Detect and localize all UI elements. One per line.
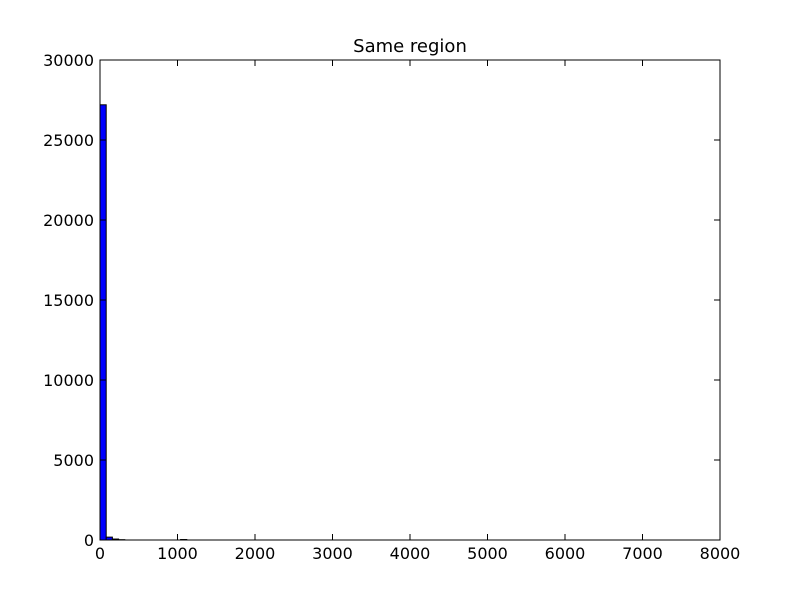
x-tick-label: 2000 [235, 544, 276, 563]
x-tick-label: 6000 [545, 544, 586, 563]
x-tick-label: 4000 [390, 544, 431, 563]
x-tick-label: 1000 [157, 544, 198, 563]
chart-title: Same region [353, 36, 467, 57]
y-tick-label: 0 [84, 531, 94, 550]
histogram-bar [99, 104, 107, 541]
y-tick-label: 15000 [43, 291, 94, 310]
y-tick-label: 20000 [43, 211, 94, 230]
x-tick-label: 3000 [312, 544, 353, 563]
x-tick-label: 0 [95, 544, 105, 563]
y-tick-label: 10000 [43, 371, 94, 390]
x-tick-label: 7000 [622, 544, 663, 563]
y-tick-label: 5000 [53, 451, 94, 470]
y-tick-label: 30000 [43, 51, 94, 70]
x-tick-label: 8000 [700, 544, 741, 563]
ticks-group: 0 1000 2000 3000 4000 5000 6000 7000 8000 0 5000 10… [43, 51, 740, 563]
x-tick-label: 5000 [467, 544, 508, 563]
axes-frame [99, 59, 721, 541]
y-tick-label: 25000 [43, 131, 94, 150]
